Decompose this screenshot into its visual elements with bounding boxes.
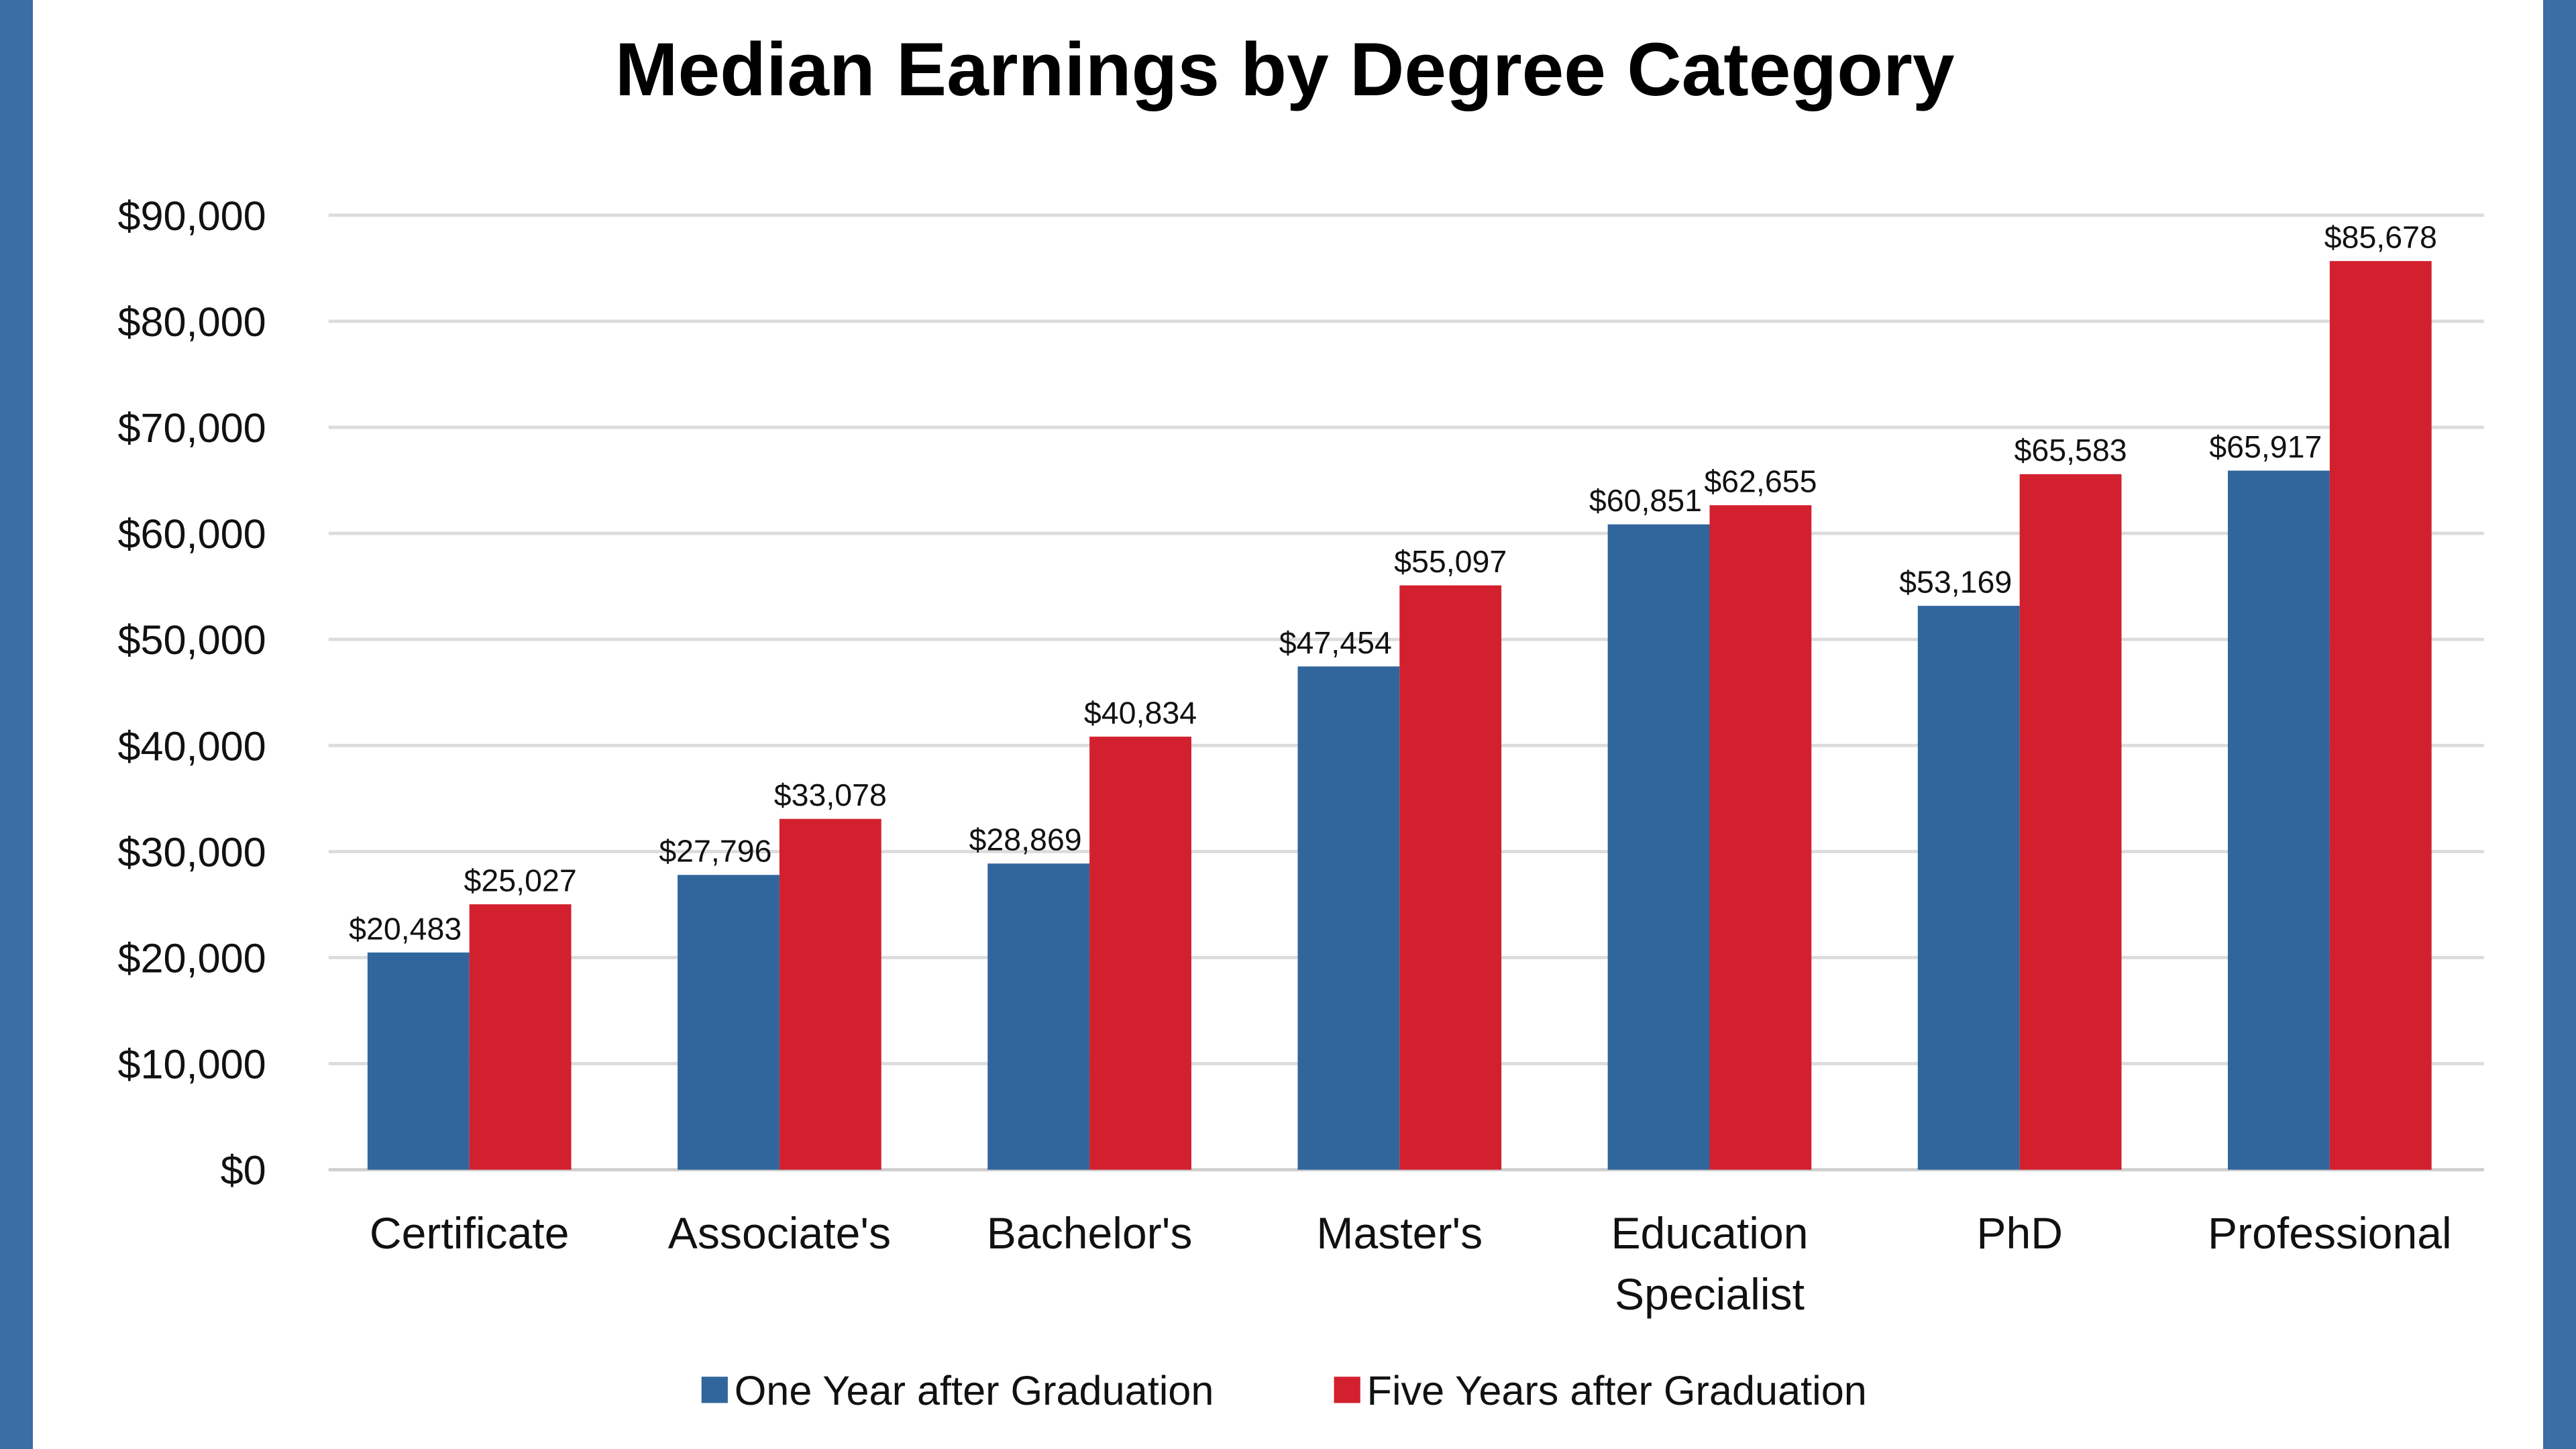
x-tick-label: Education Specialist [1611, 1209, 1808, 1320]
bar-five-years [1399, 585, 1502, 1170]
y-tick-label: $10,000 [117, 1042, 266, 1087]
data-label: $65,917 [2209, 429, 2322, 464]
data-label: $60,851 [1589, 483, 1702, 518]
data-label: $25,027 [464, 863, 577, 898]
y-axis-ticks: $0 $10,000 $20,000 $30,000 $40,000 $50,000 $60… [117, 193, 266, 1193]
bar-one-year [367, 952, 470, 1170]
x-axis-ticks: Certificate Associate's Bachelor's Master's… [370, 1209, 2452, 1320]
legend-swatch [701, 1377, 728, 1403]
chart-title: Median Earnings by Degree Category [615, 27, 1955, 111]
bar-five-years [469, 904, 572, 1170]
x-tick-label: Bachelor's [987, 1209, 1193, 1258]
y-tick-label: $80,000 [117, 299, 266, 345]
legend-label: Five Years after Graduation [1367, 1368, 1867, 1413]
data-label: $55,097 [1394, 544, 1507, 579]
data-label: $47,454 [1279, 625, 1392, 660]
x-tick-label: Master's [1316, 1209, 1483, 1258]
bar-one-year [678, 875, 780, 1170]
bar-five-years [779, 818, 881, 1170]
x-tick-label: Professional [2208, 1209, 2452, 1258]
bar-one-year [1917, 606, 2020, 1170]
bar-one-year [987, 863, 1090, 1170]
x-tick-label: Certificate [370, 1209, 570, 1258]
y-tick-label: $50,000 [117, 617, 266, 663]
y-tick-label: $30,000 [117, 829, 266, 875]
y-tick-label: $40,000 [117, 723, 266, 769]
legend-swatch [1334, 1377, 1360, 1403]
data-label: $27,796 [659, 834, 771, 869]
frame-right [2543, 0, 2576, 1449]
bar-five-years [2329, 261, 2432, 1170]
y-tick-label: $60,000 [117, 511, 266, 557]
data-label: $28,869 [969, 822, 1082, 857]
frame-left [0, 0, 33, 1449]
data-label: $65,583 [2015, 433, 2127, 468]
legend: One Year after Graduation Five Years afte… [701, 1368, 1867, 1413]
data-label: $33,078 [774, 777, 887, 812]
bar-one-year [1607, 524, 1710, 1170]
data-label: $53,169 [1899, 565, 2012, 600]
bars: $20,483$25,027 $27,796$33,078 $28,869 $40,8… [349, 220, 2437, 1170]
data-label: $85,678 [2324, 220, 2437, 255]
y-tick-label: $0 [221, 1148, 266, 1193]
bar-five-years [2019, 474, 2122, 1170]
x-tick-label: PhD [1976, 1209, 2063, 1258]
bar-five-years [1089, 737, 1191, 1170]
legend-label: One Year after Graduation [735, 1368, 1214, 1413]
data-label: $40,834 [1084, 696, 1197, 731]
bar-five-years [1709, 505, 1812, 1170]
bar-one-year [1297, 666, 1400, 1170]
data-label: $20,483 [349, 911, 462, 946]
y-tick-label: $70,000 [117, 405, 266, 451]
x-tick-label: Associate's [668, 1209, 891, 1258]
y-tick-label: $90,000 [117, 193, 266, 239]
y-tick-label: $20,000 [117, 936, 266, 981]
bar-one-year [2228, 470, 2330, 1170]
data-label: $62,655 [1704, 464, 1817, 499]
